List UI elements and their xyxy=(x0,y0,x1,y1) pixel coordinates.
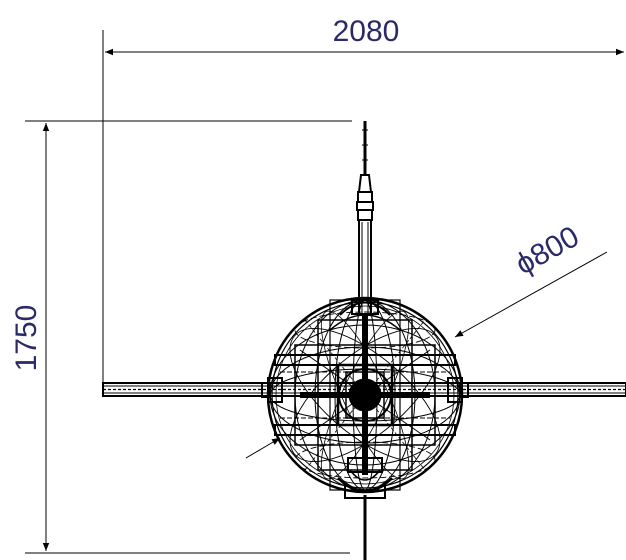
width-dimension: 2080 xyxy=(102,15,624,385)
diameter-label: ϕ800 xyxy=(510,220,584,281)
height-dimension: 1750 xyxy=(10,120,352,554)
diameter-leader-lower xyxy=(245,437,281,459)
height-label: 1750 xyxy=(10,305,43,372)
vertical-mast xyxy=(356,121,374,316)
sphere-body xyxy=(261,296,469,499)
diameter-leader-upper xyxy=(454,251,608,338)
width-label: 2080 xyxy=(333,15,400,48)
